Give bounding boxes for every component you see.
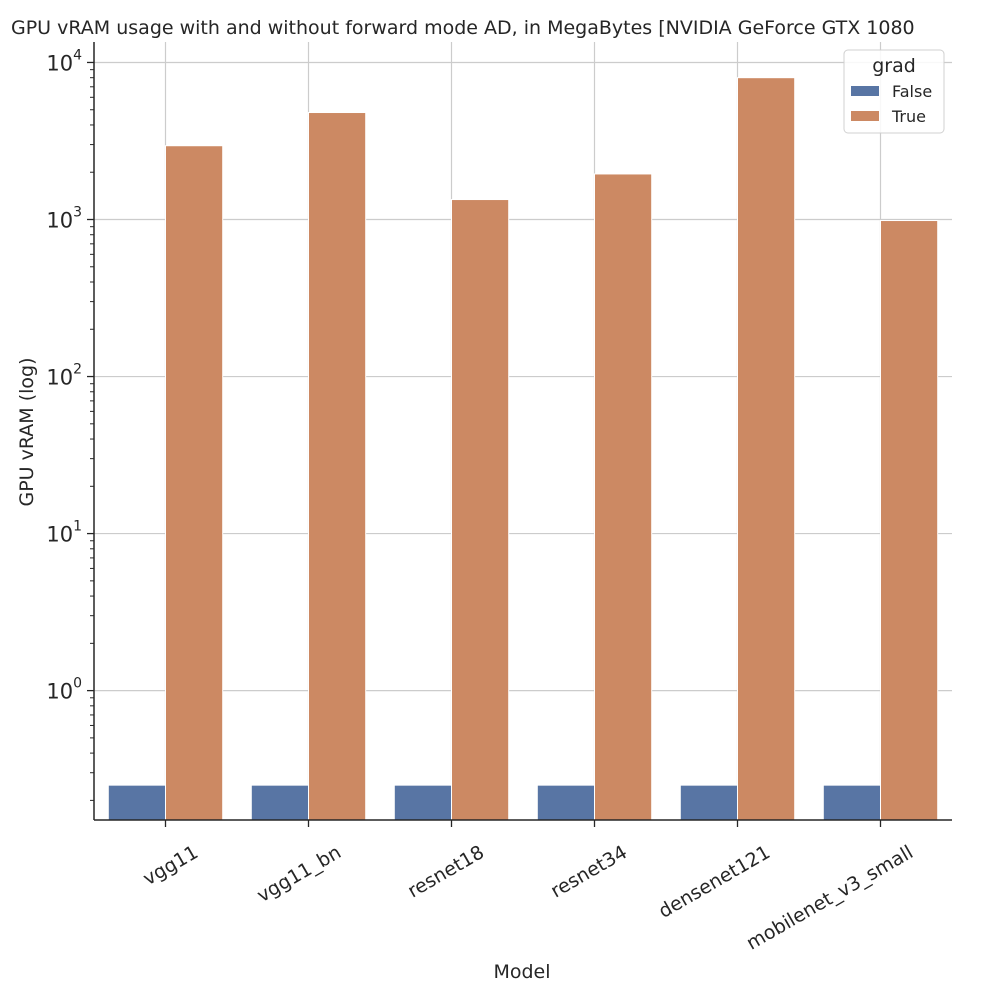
y-tick-label: 104 — [46, 47, 82, 75]
x-tick-label: vgg11 — [139, 841, 202, 890]
x-tick-label: resnet18 — [404, 841, 488, 902]
y-tick-base: 10 — [46, 366, 73, 390]
legend-swatch-false — [851, 86, 879, 96]
y-tick-exponent: 3 — [73, 205, 82, 221]
x-axis: vgg11 vgg11_bn resnet18 resnet34 densenet121… — [94, 819, 952, 955]
y-tick-label: 102 — [46, 362, 82, 390]
y-tick-base: 10 — [46, 523, 73, 547]
x-tick-label: densenet121 — [655, 841, 774, 922]
legend-swatch-true — [851, 111, 879, 121]
x-tick-label: resnet34 — [547, 841, 631, 902]
bar-true-resnet34 — [594, 173, 653, 821]
y-axis-label: GPU vRAM (log) — [16, 357, 38, 506]
x-axis-label: Model — [493, 961, 550, 983]
y-tick-base: 10 — [46, 51, 73, 75]
bar-true-mobilenet_v3_small — [880, 220, 939, 821]
y-tick-base: 10 — [46, 680, 73, 704]
bars — [107, 77, 939, 821]
y-tick-exponent: 4 — [73, 47, 82, 63]
bar-false-mobilenet_v3_small — [822, 784, 881, 821]
legend-label-false: False — [892, 82, 932, 101]
legend-label-true: True — [891, 107, 926, 126]
legend: grad False True — [843, 49, 945, 134]
bar-true-densenet121 — [737, 77, 796, 821]
bar-true-resnet18 — [451, 199, 510, 821]
y-tick-exponent: 1 — [73, 519, 82, 535]
y-tick-base: 10 — [46, 209, 73, 233]
bar-false-densenet121 — [679, 784, 738, 821]
y-tick-label: 103 — [46, 205, 82, 233]
y-tick-label: 100 — [46, 676, 82, 704]
y-tick-exponent: 0 — [73, 676, 82, 692]
chart-title: GPU vRAM usage with and without forward … — [11, 17, 915, 39]
bar-true-vgg11 — [165, 145, 224, 821]
x-tick-label: vgg11_bn — [253, 841, 345, 907]
bar-true-vgg11_bn — [308, 112, 367, 821]
y-tick-label: 101 — [46, 519, 82, 547]
legend-title: grad — [872, 55, 916, 77]
bar-false-resnet34 — [536, 784, 595, 821]
y-tick-exponent: 2 — [73, 362, 82, 378]
bar-false-vgg11_bn — [250, 784, 310, 821]
bar-false-resnet18 — [393, 784, 452, 821]
bar-false-vgg11 — [107, 784, 167, 821]
